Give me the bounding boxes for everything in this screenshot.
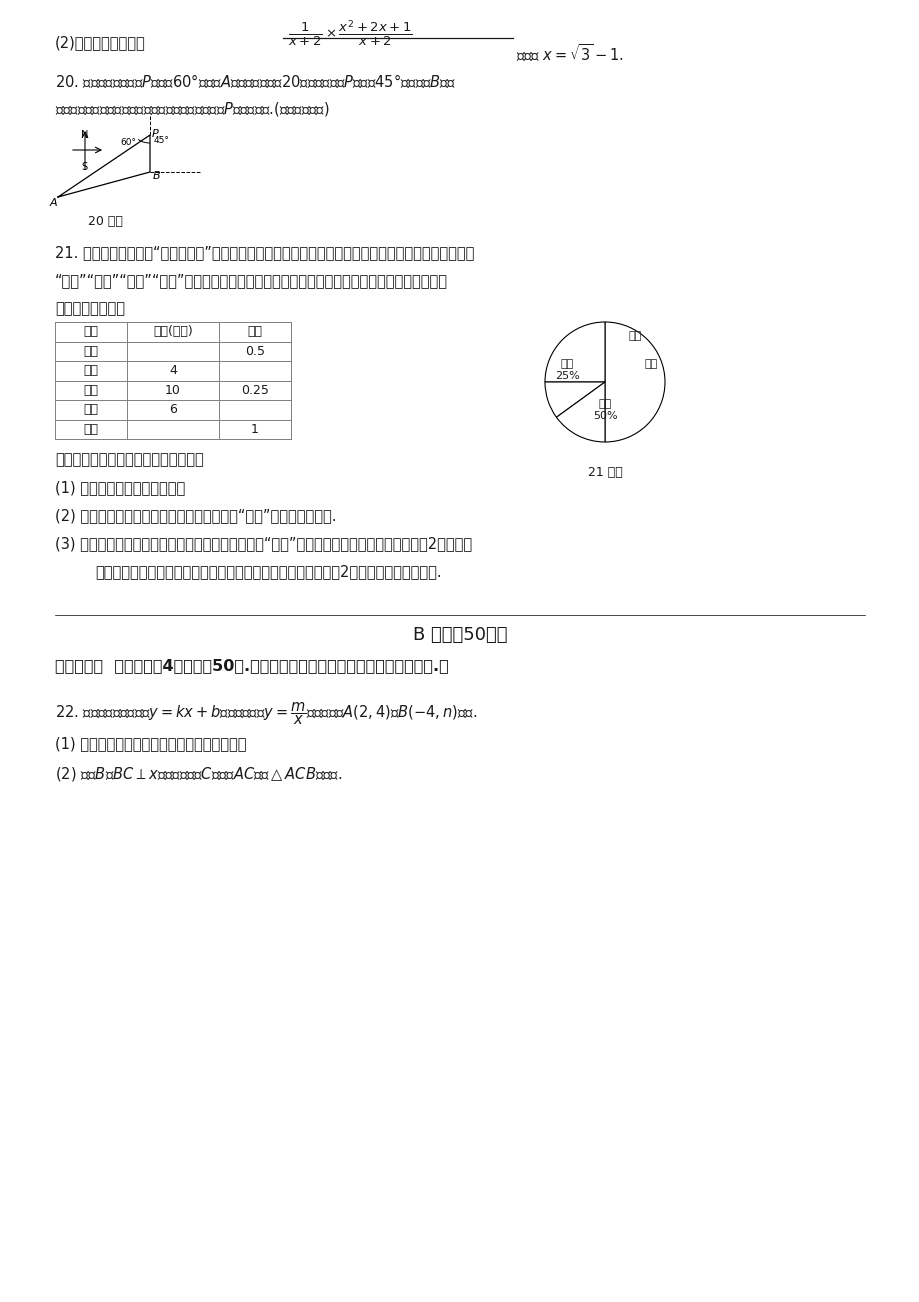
Text: $\dfrac{1}{x+2} \times \dfrac{x^2+2x+1}{x+2}$: $\dfrac{1}{x+2} \times \dfrac{x^2+2x+1}{… xyxy=(288,18,413,48)
Text: 45°: 45° xyxy=(153,135,170,145)
Text: 布和扇形统计图：: 布和扇形统计图： xyxy=(55,301,125,316)
Text: 戏剧: 戏剧 xyxy=(84,365,98,378)
Wedge shape xyxy=(556,381,605,441)
Text: (2)先化简，再求值：: (2)先化简，再求值： xyxy=(55,35,145,49)
Text: A: A xyxy=(50,198,58,208)
Text: 60°: 60° xyxy=(119,138,136,147)
Text: 20 题图: 20 题图 xyxy=(87,215,122,228)
Text: 小说
50%: 小说 50% xyxy=(592,398,617,422)
Text: 4: 4 xyxy=(169,365,176,378)
Text: 21 题图: 21 题图 xyxy=(587,466,621,479)
Text: (1) 八年级一班有多少名学生？: (1) 八年级一班有多少名学生？ xyxy=(55,480,185,495)
Text: 类别: 类别 xyxy=(84,326,98,339)
Text: (1) 分别求出一次函数与反比例函数的表达式；: (1) 分别求出一次函数与反比例函数的表达式； xyxy=(55,736,246,751)
Text: 合计: 合计 xyxy=(84,423,98,436)
Text: 0.5: 0.5 xyxy=(244,345,265,358)
Text: 根据图表提供的信息，解答下列问题：: 根据图表提供的信息，解答下列问题： xyxy=(55,452,203,467)
Text: 散文: 散文 xyxy=(84,384,98,397)
Text: 戏剧: 戏剧 xyxy=(628,331,641,341)
Text: 散文
25%: 散文 25% xyxy=(554,359,579,381)
Text: 22. 如图所示，一次函数$y=kx+b$与反比例函数$y=\dfrac{m}{x}$的图象交于$A(2,4)$，$B(-4,n)$两点.: 22. 如图所示，一次函数$y=kx+b$与反比例函数$y=\dfrac{m}{… xyxy=(55,700,477,727)
Text: 频率: 频率 xyxy=(247,326,262,339)
Text: 频数(人数): 频数(人数) xyxy=(153,326,193,339)
Wedge shape xyxy=(544,322,605,381)
Text: P: P xyxy=(152,129,159,139)
Text: 加学校的戏剧兴趣小组，请用画树状图或列表的方法，求选取的2人恰好是乙和丙的概率.: 加学校的戏剧兴趣小组，请用画树状图或列表的方法，求选取的2人恰好是乙和丙的概率. xyxy=(95,564,441,579)
Text: 其他: 其他 xyxy=(84,404,98,417)
Text: “小说”“戏剧”“散文”“其他”四个类别，每位同学仅选一项，根据调查结果绘制了不完整的频数分: “小说”“戏剧”“散文”“其他”四个类别，每位同学仅选一项，根据调查结果绘制了不… xyxy=(55,273,448,288)
Wedge shape xyxy=(544,381,605,417)
Text: 四、解答题  （本大题共4小题，共50分.解答应写出文字说明、证明过程或演算步骤.）: 四、解答题 （本大题共4小题，共50分.解答应写出文字说明、证明过程或演算步骤.… xyxy=(55,658,448,673)
Text: ，其中 $x = \sqrt{3} - 1$.: ，其中 $x = \sqrt{3} - 1$. xyxy=(516,43,623,65)
Text: N: N xyxy=(81,130,88,141)
Text: B: B xyxy=(153,171,161,181)
Text: 其他: 其他 xyxy=(643,359,657,368)
Text: 6: 6 xyxy=(169,404,176,417)
Text: (2) 过点$B$作$BC \perp x$轴，垂足为点$C$，连接$AC$，求$\triangle ACB$的面积.: (2) 过点$B$作$BC \perp x$轴，垂足为点$C$，连接$AC$，求… xyxy=(55,766,342,783)
Text: 小说: 小说 xyxy=(84,345,98,358)
Text: 若轮船继续沿正东方向航行，求轮船航行途中与灯塔$P$的最短距离.(结果保留根号): 若轮船继续沿正东方向航行，求轮船航行途中与灯塔$P$的最短距离.(结果保留根号) xyxy=(55,100,329,118)
Wedge shape xyxy=(605,322,664,441)
Text: 21. 八年级一班开展了“读一本好书”的活动，班委会对学生阅读书籍的情况进行了问卷调查，问卷设置了: 21. 八年级一班开展了“读一本好书”的活动，班委会对学生阅读书籍的情况进行了问… xyxy=(55,245,474,260)
Text: 0.25: 0.25 xyxy=(241,384,268,397)
Text: (2) 请补全频数分布表，并求出扇形统计图中“其他”类所占的百分比.: (2) 请补全频数分布表，并求出扇形统计图中“其他”类所占的百分比. xyxy=(55,508,336,523)
Text: S: S xyxy=(81,161,87,172)
Text: 10: 10 xyxy=(165,384,181,397)
Text: 20. 一艘轮船位于灯塔$P$南偏西60°方向的$A$处，它向东航行20海里到达灯塔$P$南偏西45°方向上的$B$处，: 20. 一艘轮船位于灯塔$P$南偏西60°方向的$A$处，它向东航行20海里到达… xyxy=(55,72,456,90)
Text: 1: 1 xyxy=(251,423,258,436)
Text: (3) 在调查问卷中，甲、乙、丙、丁四位同学选择了“戏剧”类，现从以上四位同学中任意选出2名同学参: (3) 在调查问卷中，甲、乙、丙、丁四位同学选择了“戏剧”类，现从以上四位同学中… xyxy=(55,536,471,551)
Text: B 卷（共50分）: B 卷（共50分） xyxy=(413,626,506,644)
